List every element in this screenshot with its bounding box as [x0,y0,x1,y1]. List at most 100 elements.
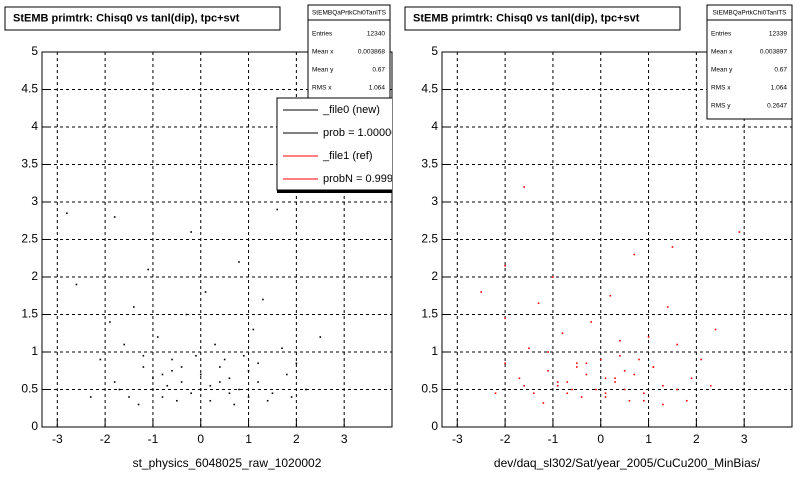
point [147,268,149,271]
legend-shadow [277,190,392,193]
stats-box [307,4,391,102]
point [576,362,578,365]
point [518,377,521,380]
point [262,298,264,301]
point [504,317,506,320]
point [137,403,140,406]
stats-value: 1.064 [771,85,788,92]
y-tick-label: 3 [31,194,38,208]
x-axis-label: st_physics_6048025_raw_1020002 [133,456,322,470]
point [638,358,640,361]
y-tick-label: 1.5 [421,307,438,321]
y-tick-label: 0 [431,419,438,433]
stats-title: StEMBQaPrtkChi0TanlTS [312,10,387,17]
x-axis-label: dev/daq_sl302/Sat/year_2005/CuCu200_MinB… [494,456,761,470]
chart-title: StEMB primtrk: Chisq0 vs tanl(dip), tpc+… [413,12,640,24]
point [199,373,202,376]
point [199,388,202,391]
point [552,276,554,278]
point [576,366,578,368]
point [166,384,169,387]
stats-value: 12339 [769,31,787,38]
y-tick-label: 3 [431,194,438,208]
point [619,339,621,342]
y-tick-label: 3.5 [421,157,438,171]
x-tick-label: 0 [197,432,204,446]
legend-box [276,97,392,191]
point [556,381,559,383]
x-tick-label: 1 [245,432,252,446]
y-tick-label: 3.5 [21,157,38,171]
point [305,388,307,391]
point [652,366,655,368]
y-tick-label: 1 [431,344,438,358]
point [504,264,506,267]
y-tick-label: 4 [431,119,438,133]
point [599,358,602,361]
point [528,347,530,350]
y-tick-label: 5 [431,44,438,58]
point [99,358,102,361]
legend-label: _file0 (new) [322,104,380,116]
stats-label: Mean x [312,49,334,56]
point [714,328,717,331]
point [171,358,173,361]
stats-label: Mean y [312,67,334,74]
y-tick-label: 1 [31,344,38,358]
stats-label: RMS y [711,103,731,110]
point [523,384,526,387]
legend-label: _file1 (ref) [322,150,373,162]
y-tick-label: 0.5 [421,382,438,396]
x-tick-label: 1 [645,432,652,446]
point [480,291,483,293]
point [238,388,240,391]
point [238,261,240,263]
point [686,399,688,402]
point [619,354,621,357]
point [180,381,183,383]
point [566,381,569,383]
point [290,396,293,398]
point [252,328,255,331]
x-tick-label: -2 [100,432,111,446]
y-tick-label: 4.5 [421,82,438,96]
point [547,351,549,353]
point [281,347,283,350]
point [247,369,250,372]
point [662,384,664,387]
y-tick-label: 5 [31,44,38,58]
point [190,231,192,233]
point [676,388,679,391]
point [276,208,279,211]
x-tick-label: 2 [293,432,300,446]
stats-value: 1.064 [369,85,386,92]
legend: _file0 (new) prob = 1.000000 _file1 (ref) p… [276,97,392,193]
point [223,358,226,361]
point [142,366,145,368]
point [494,392,497,395]
x-tick-label: 2 [693,432,700,446]
x-tick-label: -1 [548,432,559,446]
point [228,392,231,395]
chart-title: StEMB primtrk: Chisq0 vs tanl(dip), tpc+… [13,12,240,24]
point [628,399,631,402]
stats-title: StEMBQaPrtkChi0TanlTS [712,10,787,17]
plot: -3 -2 -1 0 1 2 3 0 0.5 1 1.5 2 2.5 3 3.5 4 4.5 5 st_physic… [4,4,393,470]
y-tick-label: 4 [31,119,38,133]
x-tick-label: 3 [341,432,348,446]
point [604,396,607,398]
point [247,396,250,398]
point [271,392,274,395]
point [257,362,259,365]
point [647,336,650,338]
y-tick-label: 0 [31,419,38,433]
point [228,377,231,380]
point [113,216,116,218]
point [128,396,130,398]
x-tick-label: -3 [452,432,463,446]
point [190,392,192,395]
point [156,336,159,338]
point [662,403,664,406]
point [319,336,322,338]
